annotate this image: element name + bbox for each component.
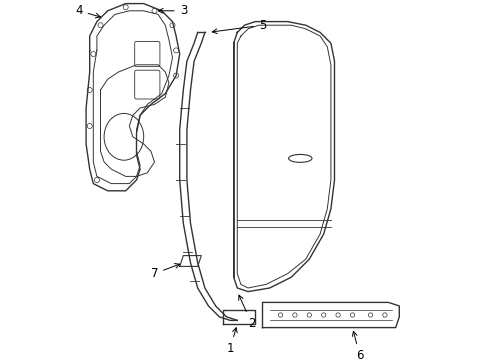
Text: 7: 7: [150, 264, 179, 280]
Text: 2: 2: [238, 295, 255, 330]
Text: 4: 4: [75, 4, 100, 18]
Text: 6: 6: [352, 331, 363, 360]
Text: 1: 1: [226, 328, 237, 355]
Text: 5: 5: [212, 19, 266, 33]
Text: 3: 3: [158, 4, 187, 17]
